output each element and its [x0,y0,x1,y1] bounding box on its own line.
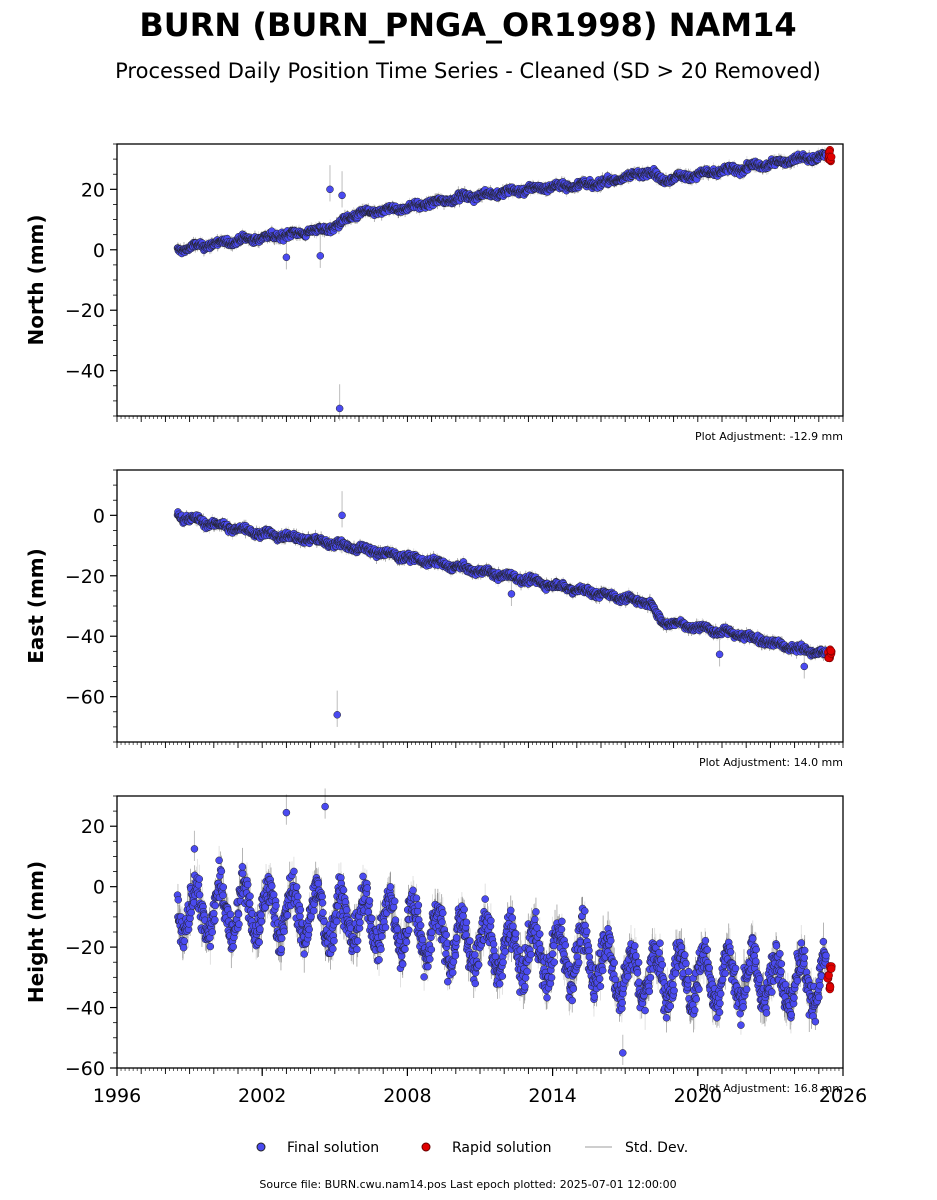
figure-subtitle: Processed Daily Position Time Series - C… [115,59,821,83]
north-outlier-point [326,185,334,194]
east-std-dev-bars [177,491,827,727]
north-y-axis-label: North (mm) [24,214,48,345]
north-panel: 20 0 −20 −40 North (mm) Plot Adjustment: -1… [24,143,844,443]
east-final-points [173,508,830,719]
north-final-points [173,148,830,413]
north-outlier-point [338,191,346,200]
north-y-tick-label: −40 [65,361,105,383]
north-outlier-point [282,253,291,262]
north-axes-frame [116,143,844,417]
north-rapid-points [824,145,836,166]
north-outlier-point [316,252,325,260]
north-axis-ticks: 20 0 −20 −40 [65,143,844,422]
north-rapid-point [827,152,836,161]
east-panel: 0−20−40−60 East (mm) Plot Adjustment: 14… [24,469,844,769]
north-y-tick-label: 0 [93,240,105,262]
north-outlier-point [335,404,344,413]
north-y-tick-label: −20 [65,300,105,322]
north-plot-adjustment: Plot Adjustment: -12.9 mm [695,430,843,443]
north-y-tick-label: 20 [81,179,105,201]
figure-title: BURN (BURN_PNGA_OR1998) NAM14 [139,6,796,44]
